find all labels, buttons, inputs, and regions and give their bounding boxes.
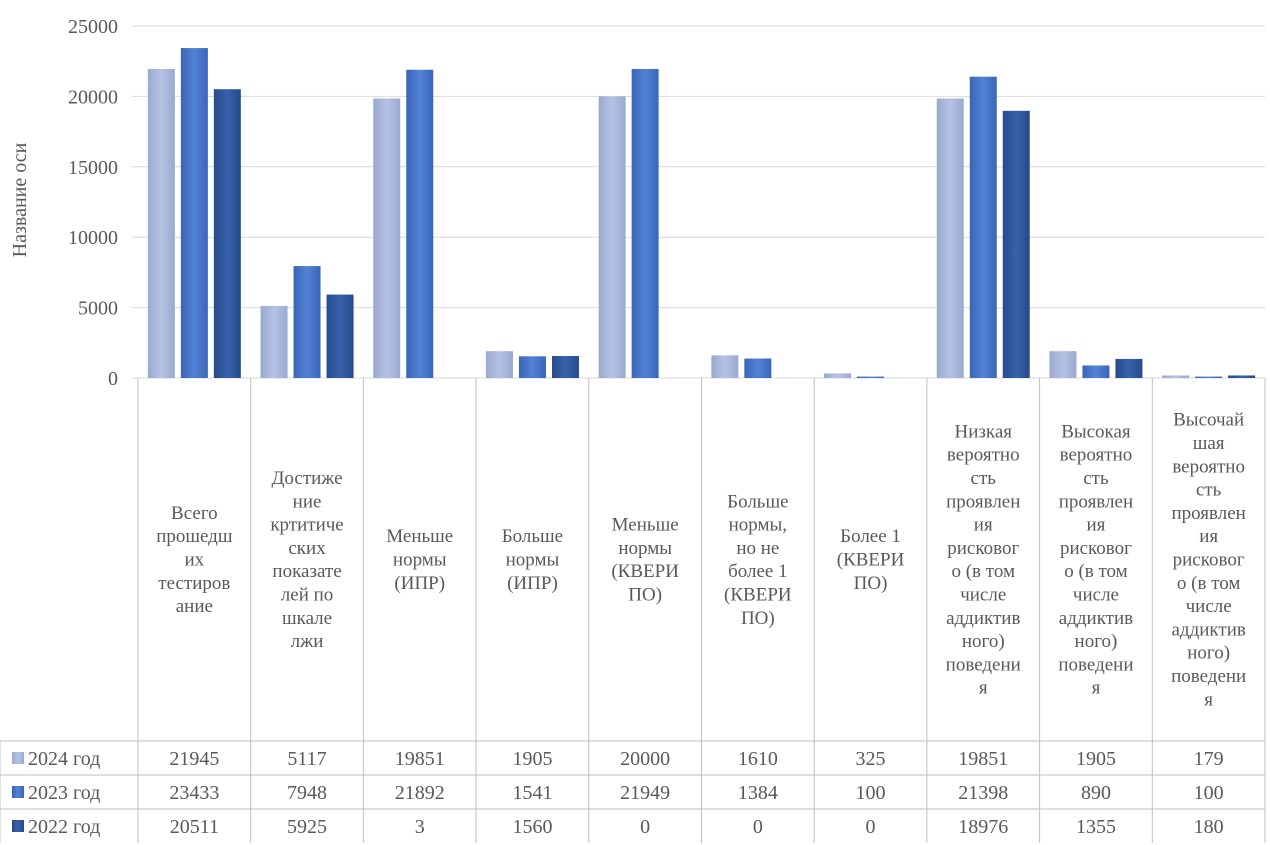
x-tick-label: Всего прошедш их тестиров ание	[156, 503, 233, 617]
data-label: 0	[866, 816, 876, 838]
data-label: 890	[1081, 782, 1111, 804]
x-tick-label: Высокая вероятно сть проявлен ия рисковог о (в…	[1058, 421, 1133, 698]
y-tick-label: 25000	[68, 16, 118, 38]
x-tick-label: Низкая вероятно сть проявлен ия рисковог о (в …	[946, 421, 1021, 698]
data-label: 20511	[170, 816, 219, 838]
data-label: 100	[1194, 782, 1224, 804]
y-axis-title: Название оси	[9, 142, 31, 257]
bar	[485, 351, 513, 378]
data-label: 21892	[395, 782, 445, 804]
bar	[824, 373, 852, 378]
bar	[1162, 375, 1190, 378]
bar	[180, 48, 208, 379]
legend-swatch	[12, 820, 24, 832]
data-label: 19851	[395, 748, 445, 770]
legend-label: 2022 год	[28, 816, 100, 838]
data-label: 18976	[958, 816, 1008, 838]
data-label: 1355	[1076, 816, 1116, 838]
bar	[1082, 365, 1110, 378]
bar	[711, 355, 739, 378]
bar	[598, 96, 626, 379]
data-label: 1905	[512, 748, 552, 770]
bar	[744, 358, 772, 378]
bar	[213, 89, 241, 379]
legend-swatch	[12, 786, 24, 798]
bar	[293, 266, 321, 378]
bar	[969, 76, 997, 379]
data-label: 1610	[738, 748, 778, 770]
bar	[551, 356, 579, 378]
x-tick-label: Высочай шая вероятно сть проявлен ия рисковог о…	[1171, 410, 1246, 711]
bar	[1195, 376, 1223, 378]
x-tick-label: Больше нормы (ИПР)	[502, 526, 563, 594]
data-label: 5117	[287, 748, 326, 770]
y-tick-label: 20000	[68, 86, 118, 108]
data-label: 20000	[620, 748, 670, 770]
data-label: 1541	[512, 782, 552, 804]
data-label: 100	[856, 782, 886, 804]
data-label: 3	[415, 816, 425, 838]
y-tick-label: 10000	[68, 227, 118, 249]
data-label: 0	[640, 816, 650, 838]
data-label: 0	[753, 816, 763, 838]
bar	[936, 98, 964, 378]
x-tick-label: Меньше нормы (ИПР)	[386, 526, 453, 594]
y-tick-label: 0	[108, 368, 118, 390]
data-label: 5925	[287, 816, 327, 838]
bar	[373, 98, 401, 378]
data-label: 21949	[620, 782, 670, 804]
data-label: 1905	[1076, 748, 1116, 770]
data-label: 1384	[738, 782, 778, 804]
bar	[1115, 358, 1143, 378]
bar	[631, 68, 659, 379]
bar	[857, 376, 885, 378]
y-tick-label: 5000	[78, 298, 118, 320]
legend-swatch	[12, 752, 24, 764]
data-label: 21398	[958, 782, 1008, 804]
data-label: 1560	[512, 816, 552, 838]
legend-label: 2024 год	[28, 748, 100, 770]
bar	[1049, 351, 1077, 378]
data-label: 19851	[958, 748, 1008, 770]
bar	[518, 356, 546, 378]
y-tick-label: 15000	[68, 157, 118, 179]
data-label: 325	[856, 748, 886, 770]
legend-label: 2023 год	[28, 782, 100, 804]
x-tick-label: Более 1 (КВЕРИ ПО)	[837, 526, 905, 594]
bar	[1228, 375, 1256, 378]
bar	[1002, 110, 1030, 378]
data-label: 179	[1194, 748, 1224, 770]
data-label: 180	[1194, 816, 1224, 838]
bar	[147, 69, 175, 378]
data-label: 23433	[169, 782, 219, 804]
bar	[326, 294, 354, 378]
data-label: 21945	[169, 748, 219, 770]
x-tick-label: Больше нормы, но не более 1 (КВЕРИ ПО)	[724, 491, 792, 629]
data-label: 7948	[287, 782, 327, 804]
bar	[260, 305, 288, 378]
x-tick-label: Меньше нормы (КВЕРИ ПО)	[611, 515, 679, 606]
x-tick-label: Достиже ние кртитиче ских показате лей по шкал…	[270, 468, 343, 652]
bar	[406, 69, 434, 378]
